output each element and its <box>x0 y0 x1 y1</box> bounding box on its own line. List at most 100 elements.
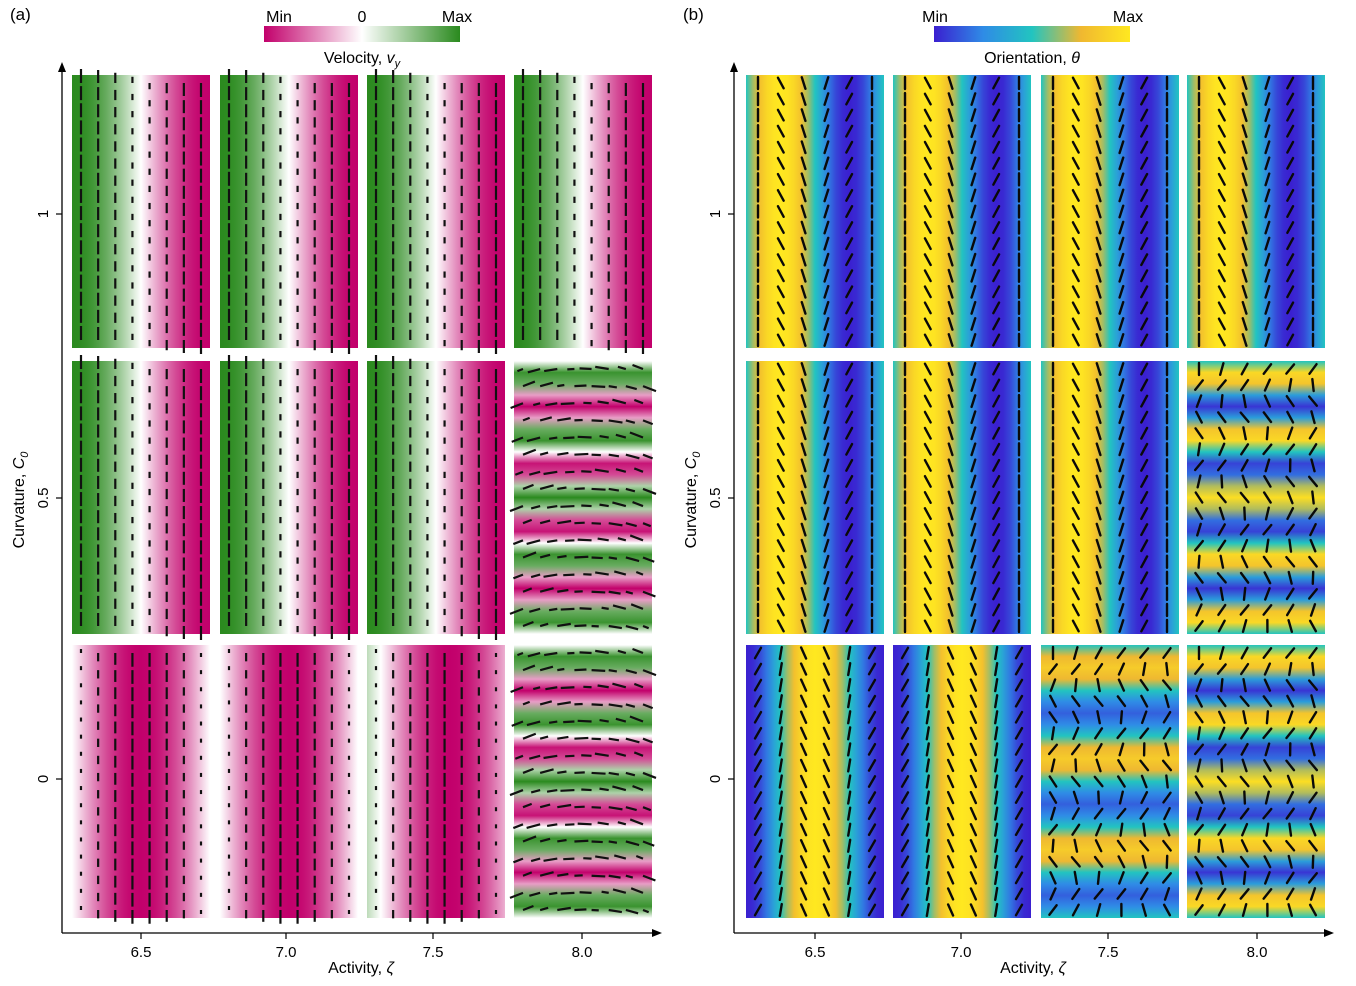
director-rod <box>1071 394 1080 408</box>
velocity-arrow <box>633 467 644 473</box>
velocity-arrow <box>612 682 627 689</box>
director-rod <box>1117 759 1126 772</box>
colorbar-b-gradient <box>934 26 1130 42</box>
director-rod <box>970 172 977 187</box>
director-rod <box>1071 426 1080 440</box>
velocity-arrow <box>539 484 554 490</box>
director-rod <box>1140 571 1149 585</box>
velocity-arrow <box>617 649 627 655</box>
director-rod <box>1195 603 1203 617</box>
director-rod <box>1241 538 1249 553</box>
director-rod <box>1118 268 1125 283</box>
y-axis-a-arrow <box>58 62 66 72</box>
director-rod <box>1118 236 1125 251</box>
director-rod <box>1286 124 1295 138</box>
director-rod <box>1310 742 1316 757</box>
velocity-arrow <box>577 538 592 542</box>
director-rod <box>994 902 999 918</box>
director-rod <box>1241 220 1248 235</box>
director-rod <box>847 774 852 789</box>
director-rod <box>1118 284 1125 299</box>
velocity-arrow <box>574 736 589 740</box>
director-rod <box>992 619 1001 633</box>
director-rod <box>1140 442 1149 456</box>
director-rod <box>1139 807 1149 820</box>
director-rod <box>1216 775 1227 788</box>
director-rod <box>1263 759 1272 772</box>
x-tick-label: 7.5 <box>1098 944 1119 961</box>
velocity-arrow <box>574 771 585 775</box>
orientation-cell <box>1041 361 1179 634</box>
director-rod <box>1118 871 1125 885</box>
director-rod <box>970 236 977 251</box>
velocity-cell <box>72 645 210 924</box>
director-rod <box>1094 727 1104 740</box>
velocity-arrow <box>612 888 627 894</box>
director-rod <box>776 474 785 488</box>
velocity-arrow <box>557 486 567 491</box>
director-rod <box>1241 252 1248 267</box>
director-rod <box>1118 362 1125 376</box>
velocity-arrow <box>577 822 592 826</box>
director-rod <box>1195 678 1203 692</box>
director-rod <box>1285 555 1296 568</box>
director-rod <box>847 726 852 741</box>
velocity-arrow <box>514 470 524 476</box>
director-rod <box>1263 571 1272 585</box>
velocity-arrow <box>574 805 585 809</box>
director-rod <box>1309 822 1317 837</box>
director-rod <box>1094 839 1103 853</box>
director-rod <box>1140 188 1149 202</box>
director-rod <box>1140 474 1149 488</box>
director-rod <box>1162 872 1172 884</box>
director-rod <box>1218 362 1225 376</box>
director-rod <box>867 759 877 772</box>
director-rod <box>1197 554 1201 569</box>
director-rod <box>1217 317 1226 331</box>
director-rod <box>1264 268 1271 283</box>
director-rod <box>1287 619 1294 633</box>
director-rod <box>845 442 854 456</box>
velocity-arrow <box>560 686 575 690</box>
director-rod <box>1073 870 1079 885</box>
director-rod <box>1139 759 1150 772</box>
director-rod <box>925 758 930 773</box>
velocity-arrow <box>522 416 531 422</box>
director-rod <box>1118 108 1125 123</box>
director-rod <box>847 870 852 885</box>
velocity-arrow <box>612 398 627 405</box>
director-rod <box>1241 172 1248 187</box>
director-rod <box>992 285 1001 299</box>
director-rod <box>994 726 999 741</box>
director-rod <box>776 523 785 537</box>
director-rod <box>994 886 999 902</box>
director-rod <box>867 855 877 869</box>
velocity-field <box>367 75 505 348</box>
director-rod <box>1219 870 1225 885</box>
velocity-arrow <box>642 806 652 812</box>
director-rod <box>799 823 808 837</box>
velocity-arrow <box>574 452 589 456</box>
director-rod <box>1162 903 1172 917</box>
director-rod <box>1116 647 1127 659</box>
director-rod <box>1095 758 1102 773</box>
velocity-arrow <box>529 891 541 897</box>
velocity-arrow <box>642 624 650 630</box>
director-rod <box>969 726 978 740</box>
director-rod <box>1095 268 1102 283</box>
director-rod <box>1140 92 1149 106</box>
director-rod <box>923 172 932 186</box>
director-rod <box>900 839 910 853</box>
velocity-arrow <box>615 717 627 723</box>
x-axis-a-arrow <box>652 929 662 937</box>
director-rod <box>822 646 831 660</box>
director-rod <box>1014 662 1024 676</box>
director-rod <box>1307 395 1319 407</box>
director-rod <box>1195 871 1203 885</box>
director-rod <box>1286 237 1295 251</box>
velocity-arrow <box>608 453 620 458</box>
director-rod <box>1071 587 1080 601</box>
director-rod <box>1265 538 1270 553</box>
director-rod <box>992 555 1001 569</box>
director-rod <box>1217 411 1227 424</box>
